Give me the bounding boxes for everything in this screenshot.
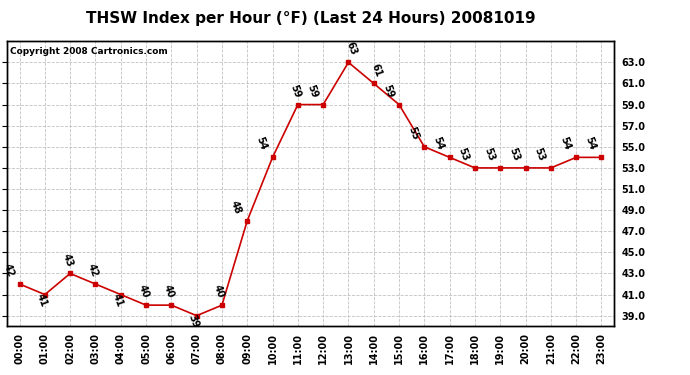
Text: 48: 48 <box>229 199 243 215</box>
Text: 43: 43 <box>60 252 75 268</box>
Text: THSW Index per Hour (°F) (Last 24 Hours) 20081019: THSW Index per Hour (°F) (Last 24 Hours)… <box>86 11 535 26</box>
Text: 54: 54 <box>431 136 446 152</box>
Text: 40: 40 <box>161 284 175 300</box>
Text: 42: 42 <box>86 262 99 279</box>
Text: 53: 53 <box>507 146 522 162</box>
Text: 39: 39 <box>187 314 201 330</box>
Text: 59: 59 <box>305 83 319 99</box>
Text: 41: 41 <box>111 292 125 309</box>
Text: 55: 55 <box>406 125 420 141</box>
Text: 40: 40 <box>212 284 226 300</box>
Text: 40: 40 <box>136 284 150 300</box>
Text: 53: 53 <box>533 146 546 162</box>
Text: 54: 54 <box>583 136 598 152</box>
Text: 59: 59 <box>381 83 395 99</box>
Text: 54: 54 <box>558 136 572 152</box>
Text: 63: 63 <box>344 41 358 57</box>
Text: 61: 61 <box>370 62 384 78</box>
Text: Copyright 2008 Cartronics.com: Copyright 2008 Cartronics.com <box>10 47 168 56</box>
Text: 54: 54 <box>255 136 268 152</box>
Text: 53: 53 <box>482 146 496 162</box>
Text: 41: 41 <box>35 292 49 309</box>
Text: 59: 59 <box>288 83 302 99</box>
Text: 53: 53 <box>457 146 471 162</box>
Text: 42: 42 <box>1 262 15 279</box>
